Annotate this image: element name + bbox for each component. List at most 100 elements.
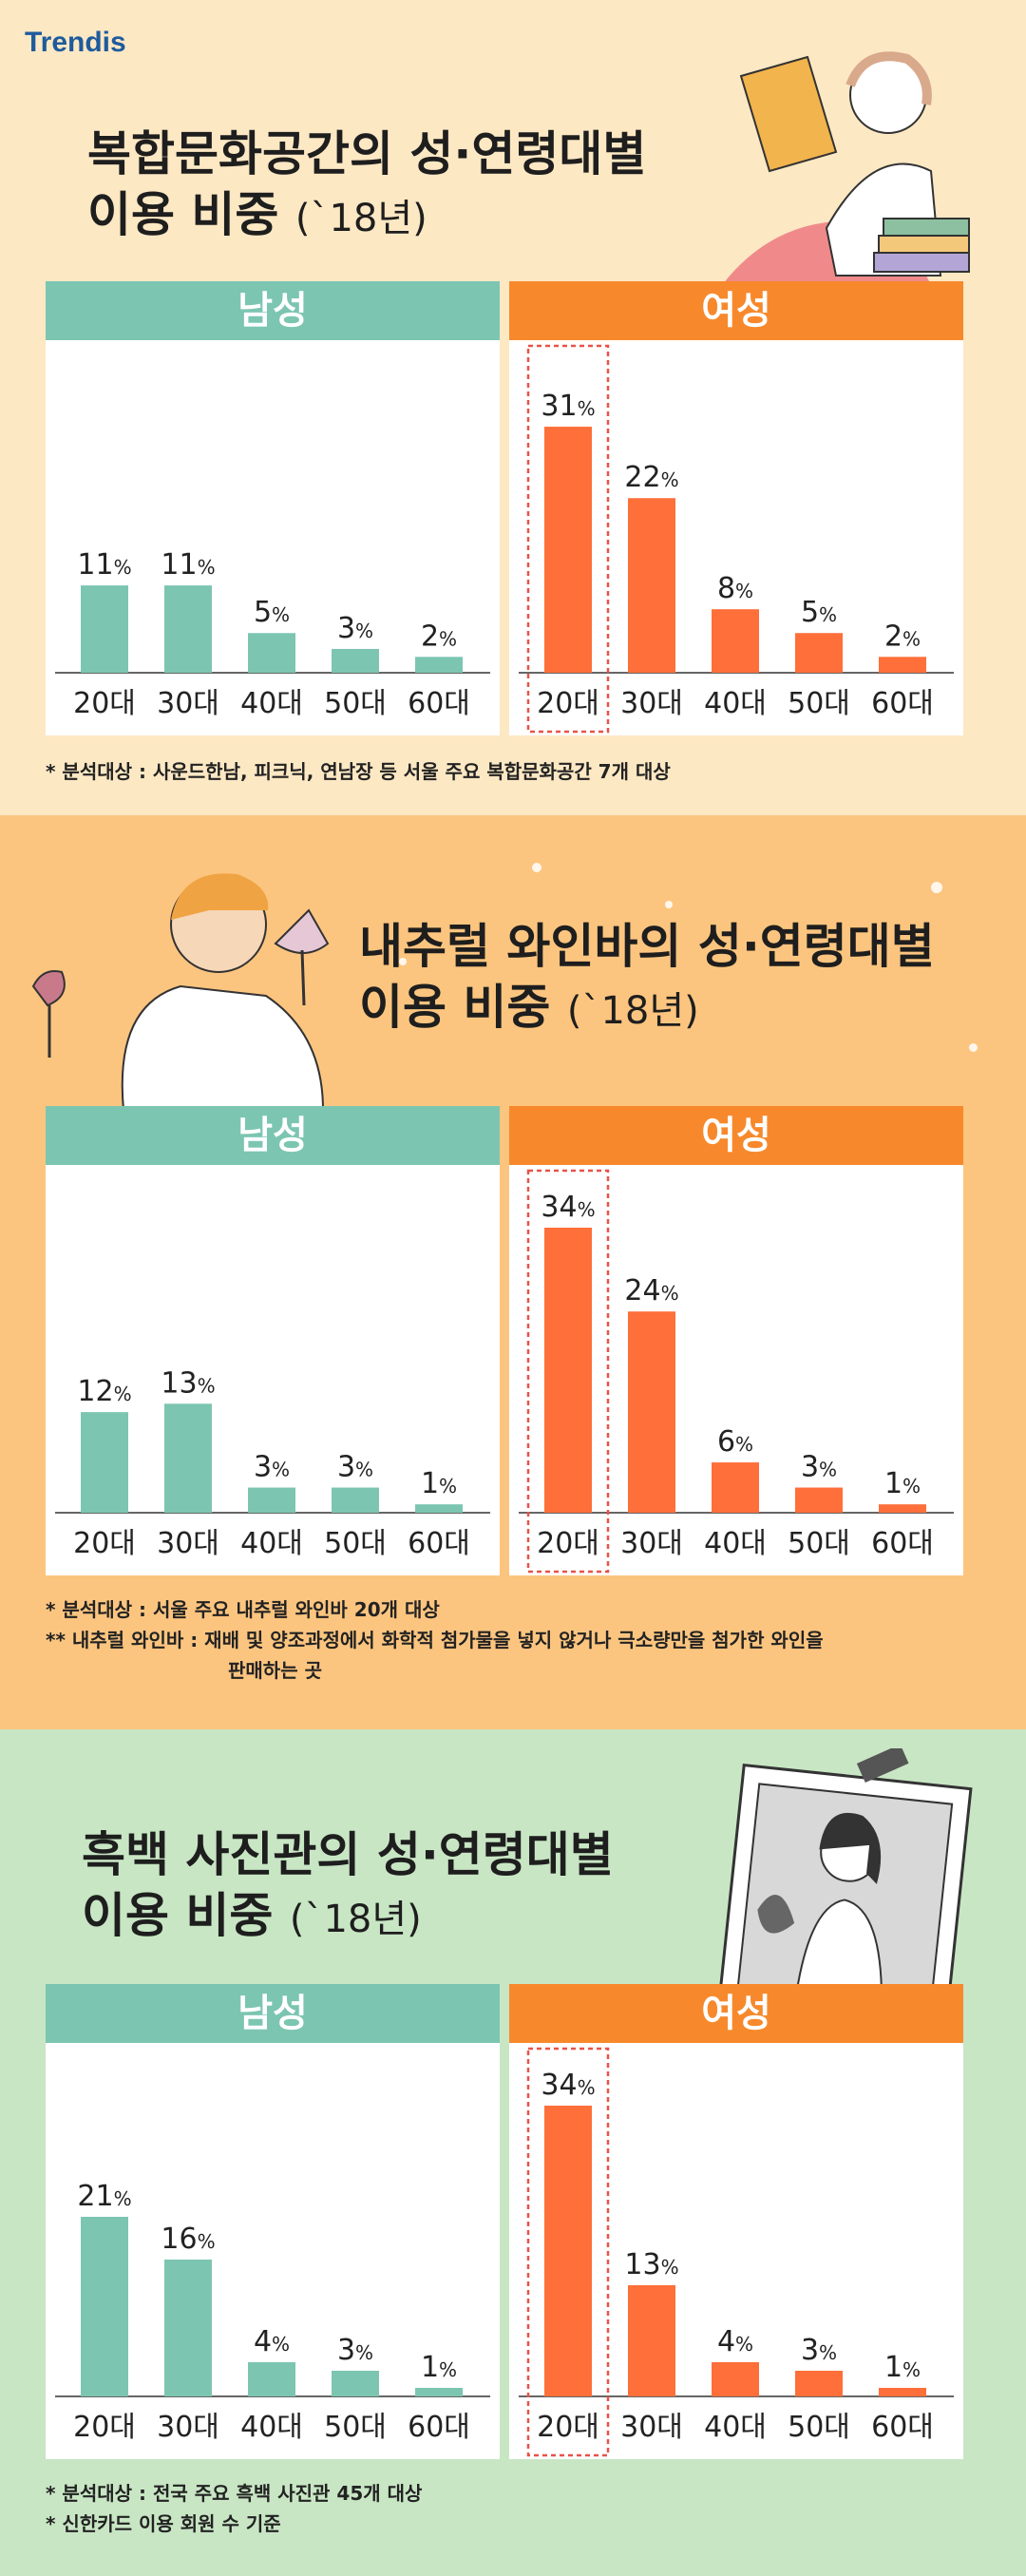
female-panel: 여성 31% 20대 22% 30대 8% 40대 5% 50대 2% 60대 xyxy=(509,281,963,735)
female-bar-chart: 31% 20대 22% 30대 8% 40대 5% 50대 2% 60대 xyxy=(519,344,954,734)
data-label: 12% xyxy=(77,1375,131,1408)
x-tick-label: 40대 xyxy=(240,2411,303,2444)
sparkle-dot xyxy=(931,882,942,893)
x-tick-label: 20대 xyxy=(537,687,599,720)
bar xyxy=(795,633,843,673)
bar xyxy=(712,1462,759,1513)
x-tick-label: 60대 xyxy=(871,2411,934,2444)
x-tick-label: 60대 xyxy=(871,687,934,720)
data-label: 1% xyxy=(884,1467,921,1500)
data-label: 22% xyxy=(624,461,678,494)
x-tick-label: 30대 xyxy=(620,2411,683,2444)
reading-person-illustration xyxy=(722,51,970,285)
bar xyxy=(81,585,128,673)
data-label: 1% xyxy=(421,2351,457,2384)
section-title: 흑백 사진관의 성·연령대별 이용 비중 (`18년) xyxy=(82,1827,614,1943)
data-label: 4% xyxy=(717,2325,753,2358)
data-label: 8% xyxy=(717,572,753,605)
x-tick-label: 30대 xyxy=(157,687,219,720)
data-label: 1% xyxy=(421,1467,457,1500)
x-tick-label: 30대 xyxy=(620,1527,683,1560)
x-tick-label: 60대 xyxy=(871,1527,934,1560)
data-label: 2% xyxy=(421,620,457,653)
photo-frame-illustration xyxy=(717,1748,973,2027)
data-label: 13% xyxy=(624,2248,678,2281)
bar xyxy=(544,427,592,673)
data-label: 3% xyxy=(254,1451,290,1484)
x-tick-label: 50대 xyxy=(788,687,850,720)
x-tick-label: 40대 xyxy=(240,687,303,720)
bar xyxy=(712,2362,759,2396)
note-list: * 분석대상 : 서울 주요 내추럴 와인바 20개 대상 ** 내추럴 와인바… xyxy=(46,1594,824,1686)
male-bar-chart: 11% 20대 11% 30대 5% 40대 3% 50대 2% 60대 xyxy=(55,548,490,720)
wine-drinking-illustration xyxy=(31,873,330,1110)
bar xyxy=(879,2388,926,2396)
note-line: * 분석대상 : 서울 주요 내추럴 와인바 20개 대상 xyxy=(46,1598,440,1621)
male-panel: 남성 12% 20대 13% 30대 3% 40대 3% 50대 1% 60대 xyxy=(46,1106,500,1575)
female-bar-chart: 34% 20대 24% 30대 6% 40대 3% 50대 1% 60대 xyxy=(519,1169,954,1574)
section-wine-bar: 내추럴 와인바의 성·연령대별 이용 비중 (`18년) 남성 12% 20대 13… xyxy=(0,815,1026,1729)
data-label: 4% xyxy=(254,2325,290,2358)
x-tick-label: 50대 xyxy=(324,687,387,720)
x-tick-label: 50대 xyxy=(324,2411,387,2444)
x-tick-label: 40대 xyxy=(704,1527,767,1560)
x-tick-label: 30대 xyxy=(620,687,683,720)
sparkle-dot xyxy=(969,1043,978,1052)
female-bar-chart: 34% 20대 13% 30대 4% 40대 3% 50대 1% 60대 xyxy=(519,2047,954,2457)
section-title: 내추럴 와인바의 성·연령대별 이용 비중 (`18년) xyxy=(359,919,935,1035)
x-tick-label: 20대 xyxy=(73,1527,136,1560)
trendis-logo: Trendis xyxy=(25,27,126,58)
bar xyxy=(332,1487,379,1513)
data-label: 5% xyxy=(254,596,290,629)
sparkle-dot xyxy=(399,958,407,965)
bar xyxy=(81,1412,128,1513)
data-label: 6% xyxy=(717,1425,753,1459)
male-panel: 남성 11% 20대 11% 30대 5% 40대 3% 50대 2% 60대 xyxy=(46,281,500,735)
data-label: 11% xyxy=(161,548,215,582)
male-header: 남성 xyxy=(46,281,500,340)
bar xyxy=(81,2217,128,2396)
data-label: 24% xyxy=(624,1274,678,1307)
bar xyxy=(332,2371,379,2396)
x-tick-label: 20대 xyxy=(537,1527,599,1560)
x-tick-label: 60대 xyxy=(408,687,470,720)
note-line: ** 내추럴 와인바 : 재배 및 양조과정에서 화학적 첨가물을 넣지 않거나… xyxy=(46,1629,824,1651)
note-line: * 분석대상 : 전국 주요 흑백 사진관 45개 대상 xyxy=(46,2482,423,2505)
bar xyxy=(164,2260,212,2396)
x-tick-label: 50대 xyxy=(788,2411,850,2444)
data-label: 5% xyxy=(801,596,837,629)
data-label: 31% xyxy=(541,390,595,423)
data-label: 13% xyxy=(161,1366,215,1400)
bar xyxy=(248,2362,295,2396)
highlight-box xyxy=(526,1169,610,1574)
x-tick-label: 30대 xyxy=(157,2411,219,2444)
note-list: * 분석대상 : 사운드한남, 피크닉, 연남장 등 서울 주요 복합문화공간 … xyxy=(46,756,671,787)
bar xyxy=(415,2388,463,2396)
x-tick-label: 20대 xyxy=(537,2411,599,2444)
section-culture-space: Trendis 복합문화공간의 성·연령대별 이용 비중 (`18년) 남성 1… xyxy=(0,0,1026,815)
data-label: 3% xyxy=(337,2334,373,2367)
sparkle-dot xyxy=(665,901,673,908)
section-photo-studio: 흑백 사진관의 성·연령대별 이용 비중 (`18년) 남성 21% 20대 16%… xyxy=(0,1729,1026,2576)
female-header: 여성 xyxy=(509,1984,963,2043)
female-header: 여성 xyxy=(509,1106,963,1165)
data-label: 3% xyxy=(801,2334,837,2367)
note-line: * 신한카드 이용 회원 수 기준 xyxy=(46,2512,281,2535)
data-label: 21% xyxy=(77,2180,131,2213)
data-label: 16% xyxy=(161,2223,215,2256)
bar xyxy=(164,1403,212,1513)
x-tick-label: 50대 xyxy=(788,1527,850,1560)
bar xyxy=(415,657,463,673)
x-tick-label: 60대 xyxy=(408,1527,470,1560)
bar xyxy=(628,2285,675,2396)
bar xyxy=(248,633,295,673)
male-header: 남성 xyxy=(46,1984,500,2043)
highlight-box xyxy=(526,2047,610,2457)
bar xyxy=(415,1504,463,1513)
note-line: 판매하는 곳 xyxy=(228,1659,322,1682)
data-label: 1% xyxy=(884,2351,921,2384)
x-tick-label: 20대 xyxy=(73,687,136,720)
x-tick-label: 50대 xyxy=(324,1527,387,1560)
sparkle-dot xyxy=(532,863,542,872)
